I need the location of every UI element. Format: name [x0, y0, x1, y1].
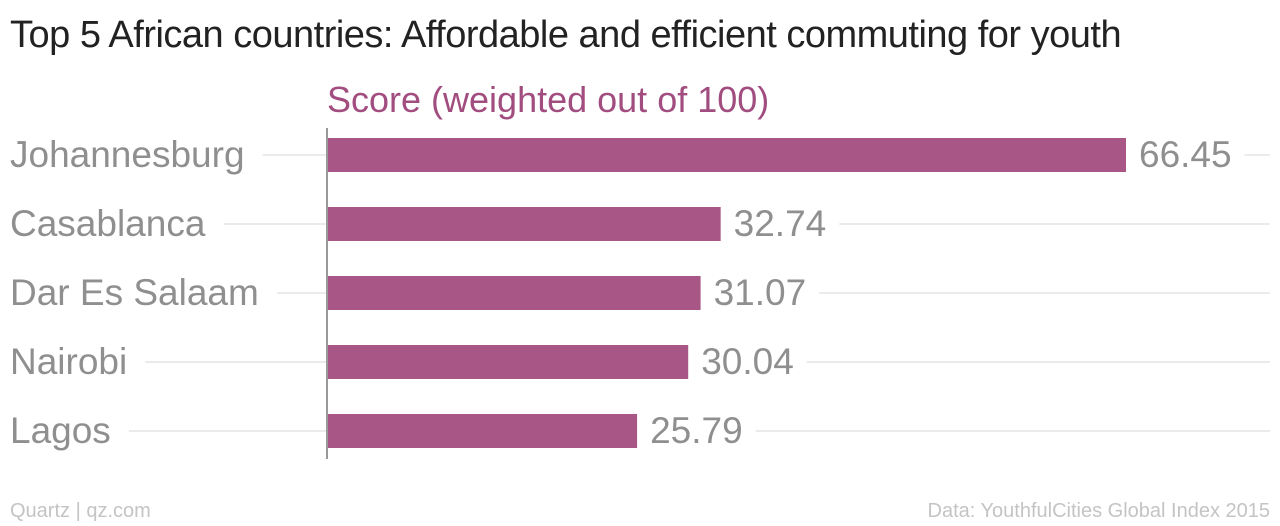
category-label-lagos: Lagos: [10, 410, 111, 451]
footer-source: Data: YouthfulCities Global Index 2015: [927, 500, 1270, 522]
bar-casablanca: [327, 207, 721, 241]
value-label-johannesburg: 66.45: [1139, 134, 1232, 175]
value-label-lagos: 25.79: [650, 410, 743, 451]
value-label-nairobi: 30.04: [701, 341, 794, 382]
bar-nairobi: [327, 345, 689, 379]
category-label-johannesburg: Johannesburg: [10, 134, 245, 175]
category-label-dar-es-salaam: Dar Es Salaam: [10, 272, 259, 313]
value-label-casablanca: 32.74: [734, 203, 827, 244]
grid-layer: [128, 154, 1270, 432]
bar-johannesburg: [327, 138, 1126, 172]
bars-layer: 66.45 Johannesburg 32.74 Casablanca 31.07 Dar…: [10, 134, 1232, 451]
value-label-dar-es-salaam: 31.07: [714, 272, 807, 313]
bar-dar-es-salaam: [327, 276, 701, 310]
footer-credit: Quartz | qz.com: [10, 500, 151, 522]
chart-title: Top 5 African countries: Affordable and …: [10, 14, 1122, 56]
category-label-nairobi: Nairobi: [10, 341, 127, 382]
bar-lagos: [327, 414, 638, 448]
x-axis-title: Score (weighted out of 100): [327, 79, 769, 120]
category-label-casablanca: Casablanca: [10, 203, 206, 244]
